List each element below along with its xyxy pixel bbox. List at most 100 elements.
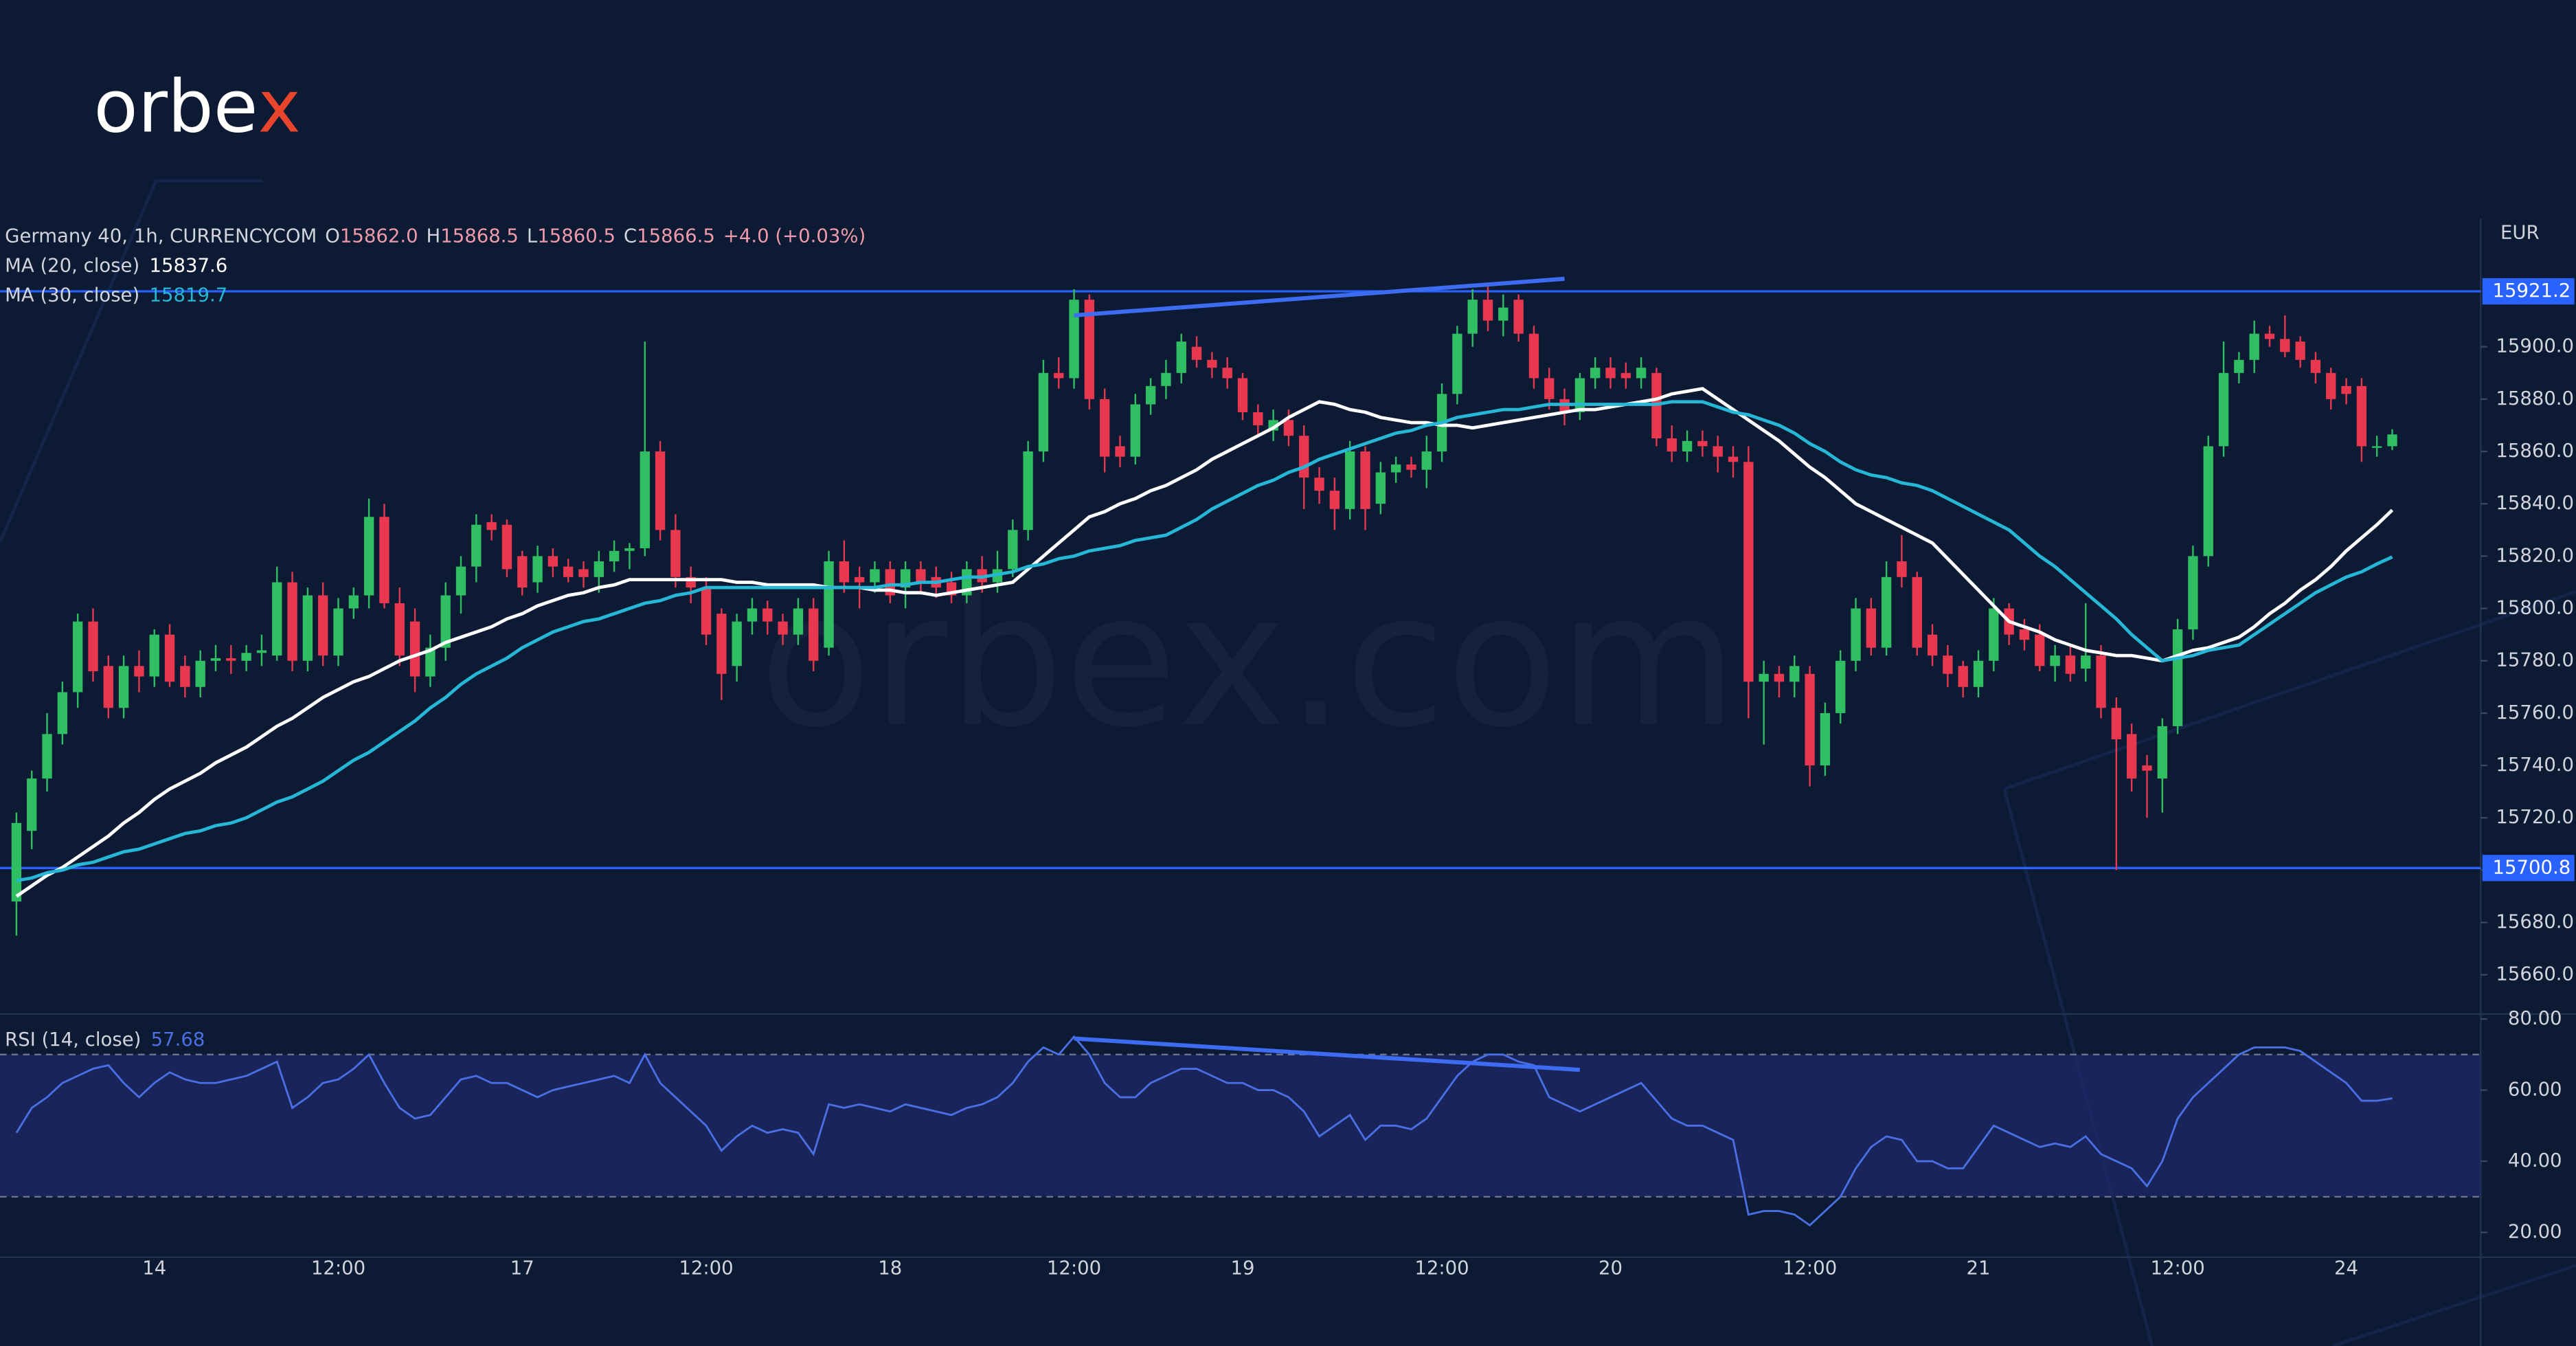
candle-body	[1283, 420, 1294, 436]
candle-body	[547, 556, 558, 567]
decoration	[0, 179, 263, 543]
y-tick-label: 15660.0	[2496, 963, 2574, 985]
ma-legend-name: MA (30, close)	[5, 284, 139, 306]
candle-body	[532, 556, 543, 583]
level-label-box	[2482, 855, 2575, 882]
candle-body	[563, 566, 574, 577]
candle-body	[272, 582, 282, 656]
candle-body	[2310, 359, 2321, 373]
candle-body	[793, 608, 804, 635]
watermark-domain: .com	[1287, 554, 1738, 768]
change: +4.0 (+0.03%)	[723, 225, 866, 247]
candle-body	[318, 595, 328, 656]
candle-body	[1467, 300, 1478, 334]
symbol: Germany 40, 1h, CURRENCYCOM	[5, 225, 317, 247]
candle-body	[916, 569, 926, 583]
y-tick-label: 15680.0	[2496, 911, 2574, 933]
candle-body	[363, 517, 374, 596]
candle-body	[394, 603, 405, 656]
ma-line	[16, 400, 2393, 882]
candle-body	[1084, 300, 1095, 399]
candle-body	[716, 614, 727, 674]
candle-body	[2387, 434, 2397, 447]
candle-body	[1130, 404, 1140, 457]
rsi-tick-label: 60.00	[2508, 1079, 2562, 1101]
header: Germany 40, 1h, CURRENCYCOM O15862.0 H1586…	[5, 225, 866, 247]
candle-body	[72, 621, 83, 693]
x-tick-label: 24	[2334, 1257, 2358, 1279]
candle-body	[1697, 440, 1708, 447]
watermark-x: x	[1177, 554, 1287, 768]
candle-body	[1881, 576, 1892, 648]
candle-body	[1314, 478, 1324, 491]
candle-body	[1728, 456, 1739, 462]
x-tick-label: 12:00	[2150, 1257, 2204, 1279]
candle-body	[27, 778, 37, 831]
y-tick-label: 15740.0	[2496, 754, 2574, 776]
currency: EUR	[2500, 222, 2540, 244]
candle-body	[870, 569, 880, 583]
candle-body	[1682, 440, 1693, 452]
ma-legend-value: 15837.6	[150, 254, 228, 276]
candle-body	[670, 530, 681, 577]
candle-body	[578, 569, 589, 577]
candle-body	[1222, 368, 1232, 379]
candle-body	[1958, 666, 1968, 687]
candle-body	[1989, 608, 1999, 661]
candle-body	[1023, 451, 1033, 530]
y-tick-label: 15880.0	[2496, 388, 2574, 410]
candle-body	[1176, 341, 1186, 373]
candle-body	[1299, 436, 1309, 478]
ohlc-letter: H	[427, 225, 441, 247]
candle-body	[640, 451, 650, 548]
candle-body	[440, 595, 451, 648]
candle-body	[379, 517, 389, 603]
candle-body	[1345, 451, 1355, 509]
candle-body	[103, 666, 113, 708]
candle-body	[762, 608, 773, 622]
ohlc-value: 15860.5	[537, 225, 615, 247]
ohlc-letter: C	[624, 225, 637, 247]
candle-body	[2372, 446, 2382, 448]
candle-body	[1115, 446, 1125, 457]
candle-body	[2264, 333, 2275, 339]
candle-body	[2111, 708, 2122, 739]
candle-body	[747, 608, 758, 622]
rsi-band	[0, 1054, 2481, 1197]
candle-body	[425, 647, 436, 677]
candle-body	[2035, 634, 2045, 666]
candle-body	[1620, 372, 1631, 379]
y-tick-label: 15780.0	[2496, 649, 2574, 671]
ma-legend: MA (20, close) 15837.6	[5, 254, 227, 276]
candle-body	[88, 621, 98, 671]
logo-x: x	[258, 64, 300, 148]
candle-body	[1329, 491, 1340, 509]
candle-body	[1590, 368, 1601, 379]
candle-body	[1161, 372, 1171, 386]
candle-body	[732, 621, 742, 666]
ohlc-value: 15868.5	[440, 225, 519, 247]
y-tick-label: 15820.0	[2496, 544, 2574, 566]
candle-body	[1912, 576, 1922, 648]
candle-body	[2126, 734, 2137, 779]
candle-body	[501, 524, 512, 570]
candle-body	[2096, 655, 2106, 708]
candle-body	[2341, 385, 2351, 394]
x-tick-label: 12:00	[1783, 1257, 1837, 1279]
candle-body	[210, 658, 221, 661]
candle-body	[1973, 660, 1984, 687]
candle-body	[118, 666, 129, 708]
candle-body	[1237, 378, 1248, 412]
rsi-legend-name: RSI (14, close)	[5, 1029, 141, 1051]
rsi-line	[15, 1035, 2393, 1227]
candle-body	[1605, 368, 1616, 379]
candle-body	[1544, 378, 1555, 399]
candle-body	[778, 621, 788, 635]
candle-body	[2065, 655, 2076, 674]
x-tick-label: 12:00	[1414, 1257, 1469, 1279]
plot: 15660.015680.015700.015720.015740.015760…	[0, 276, 2575, 1279]
y-tick-label: 15840.0	[2496, 492, 2574, 514]
candle-body	[701, 587, 712, 635]
candle-body	[1789, 666, 1800, 682]
